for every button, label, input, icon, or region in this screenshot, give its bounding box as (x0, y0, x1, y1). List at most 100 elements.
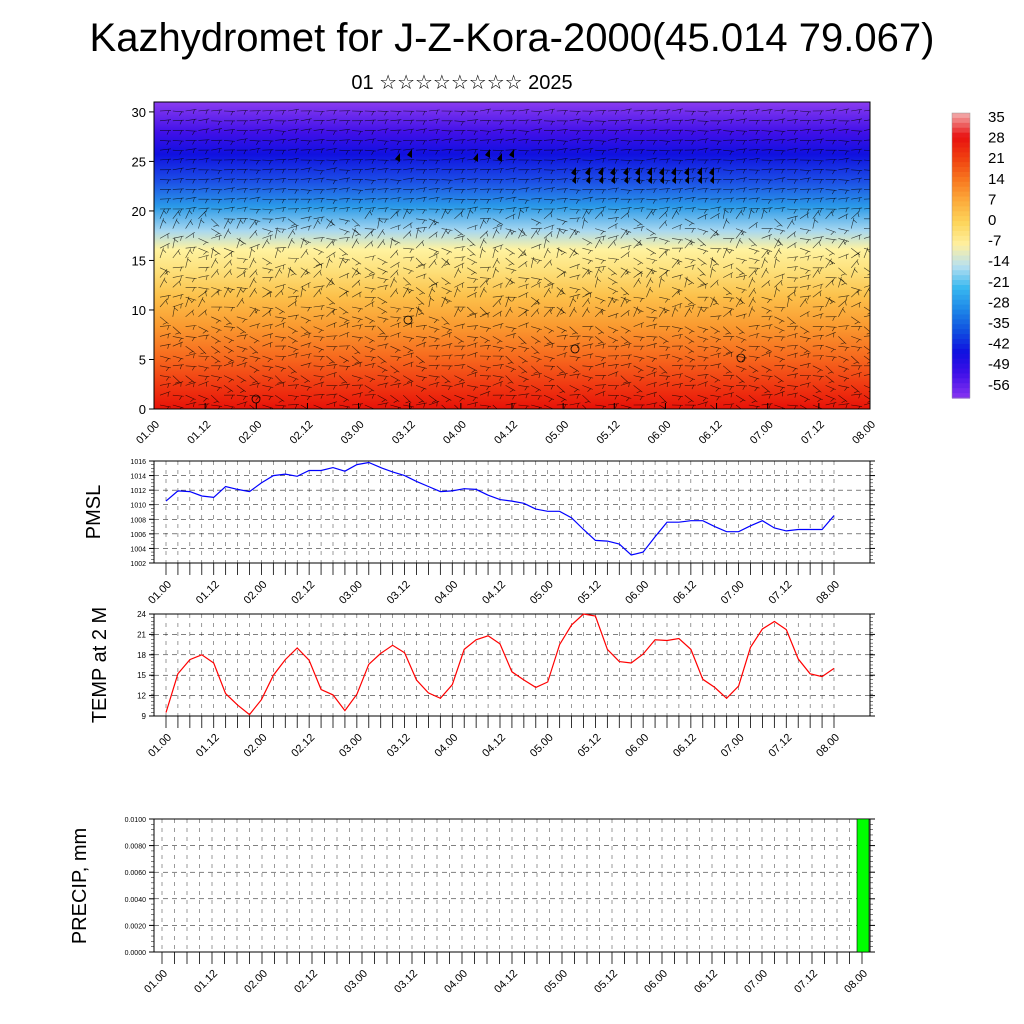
wind-barb-feather (409, 140, 413, 145)
wind-barb-feather (457, 233, 462, 237)
wind-barb-feather (333, 364, 336, 369)
x-tick-label: 05.00 (528, 732, 556, 760)
colorbar-band (952, 240, 970, 247)
wind-barb (595, 265, 607, 269)
wind-barb-feather (329, 361, 334, 364)
wind-barb (633, 110, 645, 112)
wind-barb-feather (192, 159, 195, 164)
wind-barb (492, 282, 503, 288)
wind-barb-feather (269, 333, 272, 339)
wind-barb-feather (858, 326, 861, 331)
wind-barb-feather (319, 271, 322, 276)
colorbar-band (952, 181, 970, 188)
wind-barb (454, 282, 465, 288)
x-tick-label: 02.00 (242, 968, 270, 996)
wind-barb-feather (346, 139, 349, 145)
wind-barb-feather (369, 320, 374, 324)
wind-barb-feather (474, 138, 477, 144)
wind-barb (326, 257, 331, 268)
wind-barb-feather (538, 119, 541, 125)
wind-barb-feather (628, 343, 630, 349)
wind-barb (300, 326, 310, 334)
wind-barb-feather (550, 366, 554, 371)
wind-barb (249, 178, 261, 180)
wind-barb-feather (725, 371, 731, 374)
wind-barb-feather (434, 376, 438, 381)
wind-barb-feather (474, 402, 477, 408)
wind-barb (223, 287, 229, 298)
wind-barb (620, 381, 632, 386)
wind-barb-feather (678, 405, 682, 409)
wind-barb (710, 228, 720, 236)
colorbar-label: -42 (988, 336, 1010, 353)
wind-barb (620, 336, 630, 344)
wind-barb (633, 306, 639, 317)
wind-barb (403, 177, 415, 180)
wind-barb (185, 365, 197, 368)
wind-barb (710, 385, 721, 390)
wind-barb (249, 243, 260, 249)
wind-barb-feather (730, 179, 733, 184)
wind-barb (748, 267, 760, 269)
wind-barb (659, 336, 669, 343)
wind-barb (607, 197, 619, 200)
wind-barb-feather (333, 140, 336, 145)
wind-barb-feather (218, 148, 221, 153)
wind-barb (851, 148, 863, 151)
colorbar-label: -28 (988, 294, 1010, 311)
wind-barb-feather (319, 366, 323, 371)
wind-barb (300, 267, 311, 274)
wind-barb (761, 247, 773, 252)
wind-barb (313, 169, 325, 172)
wind-barb (607, 257, 619, 260)
wind-barb-feather (704, 130, 707, 136)
wind-barb-feather (535, 389, 540, 393)
wind-barb (684, 304, 696, 308)
wind-barb-feather (858, 119, 861, 124)
y-tick-label: 24 (137, 610, 146, 619)
wind-barb (377, 128, 389, 131)
wind-barb-feather (423, 187, 426, 193)
wind-barb-feather (469, 312, 474, 315)
wind-barb-feather (615, 148, 618, 153)
wind-barb-feather (379, 219, 383, 223)
wind-barb (748, 385, 760, 389)
wind-barb (467, 130, 479, 132)
heatmap-x-tick-label: 04.00 (441, 419, 469, 447)
wind-barb-feather (474, 225, 476, 231)
y-tick-label: 1006 (130, 532, 146, 539)
wind-barb-feather (843, 359, 847, 363)
wind-barb (787, 344, 799, 347)
wind-barb (198, 207, 210, 210)
wind-barb (863, 208, 870, 210)
colorbar-band (952, 216, 970, 222)
wind-barb (582, 375, 594, 379)
wind-barb-feather (266, 262, 271, 266)
wind-barb-feather (277, 381, 282, 384)
wind-barb-feather (179, 188, 183, 194)
wind-barb (735, 168, 747, 171)
wind-barb (863, 129, 870, 131)
wind-barb (658, 210, 668, 220)
colorbar-band (952, 230, 970, 237)
wind-barb-feather (291, 340, 297, 344)
colorbar-band (952, 324, 970, 330)
wind-barb-feather (844, 150, 848, 155)
wind-barb (185, 231, 195, 239)
wind-barb-feather (794, 138, 797, 144)
wind-barb (774, 390, 785, 396)
wind-barb (223, 206, 235, 210)
wind-barb (492, 244, 504, 249)
wind-barb-feather (729, 170, 733, 175)
wind-barb-feather (676, 210, 680, 215)
wind-barb-feather (703, 357, 707, 362)
wind-barb (646, 257, 658, 261)
wind-barb-feather (754, 270, 757, 276)
wind-barb (850, 217, 855, 229)
wind-barb-feather (205, 275, 208, 281)
wind-barb-feather (423, 197, 426, 202)
wind-barb (710, 206, 722, 210)
wind-barb-feather (344, 220, 349, 225)
wind-barb-feather (614, 130, 618, 135)
wind-barb (364, 355, 376, 358)
